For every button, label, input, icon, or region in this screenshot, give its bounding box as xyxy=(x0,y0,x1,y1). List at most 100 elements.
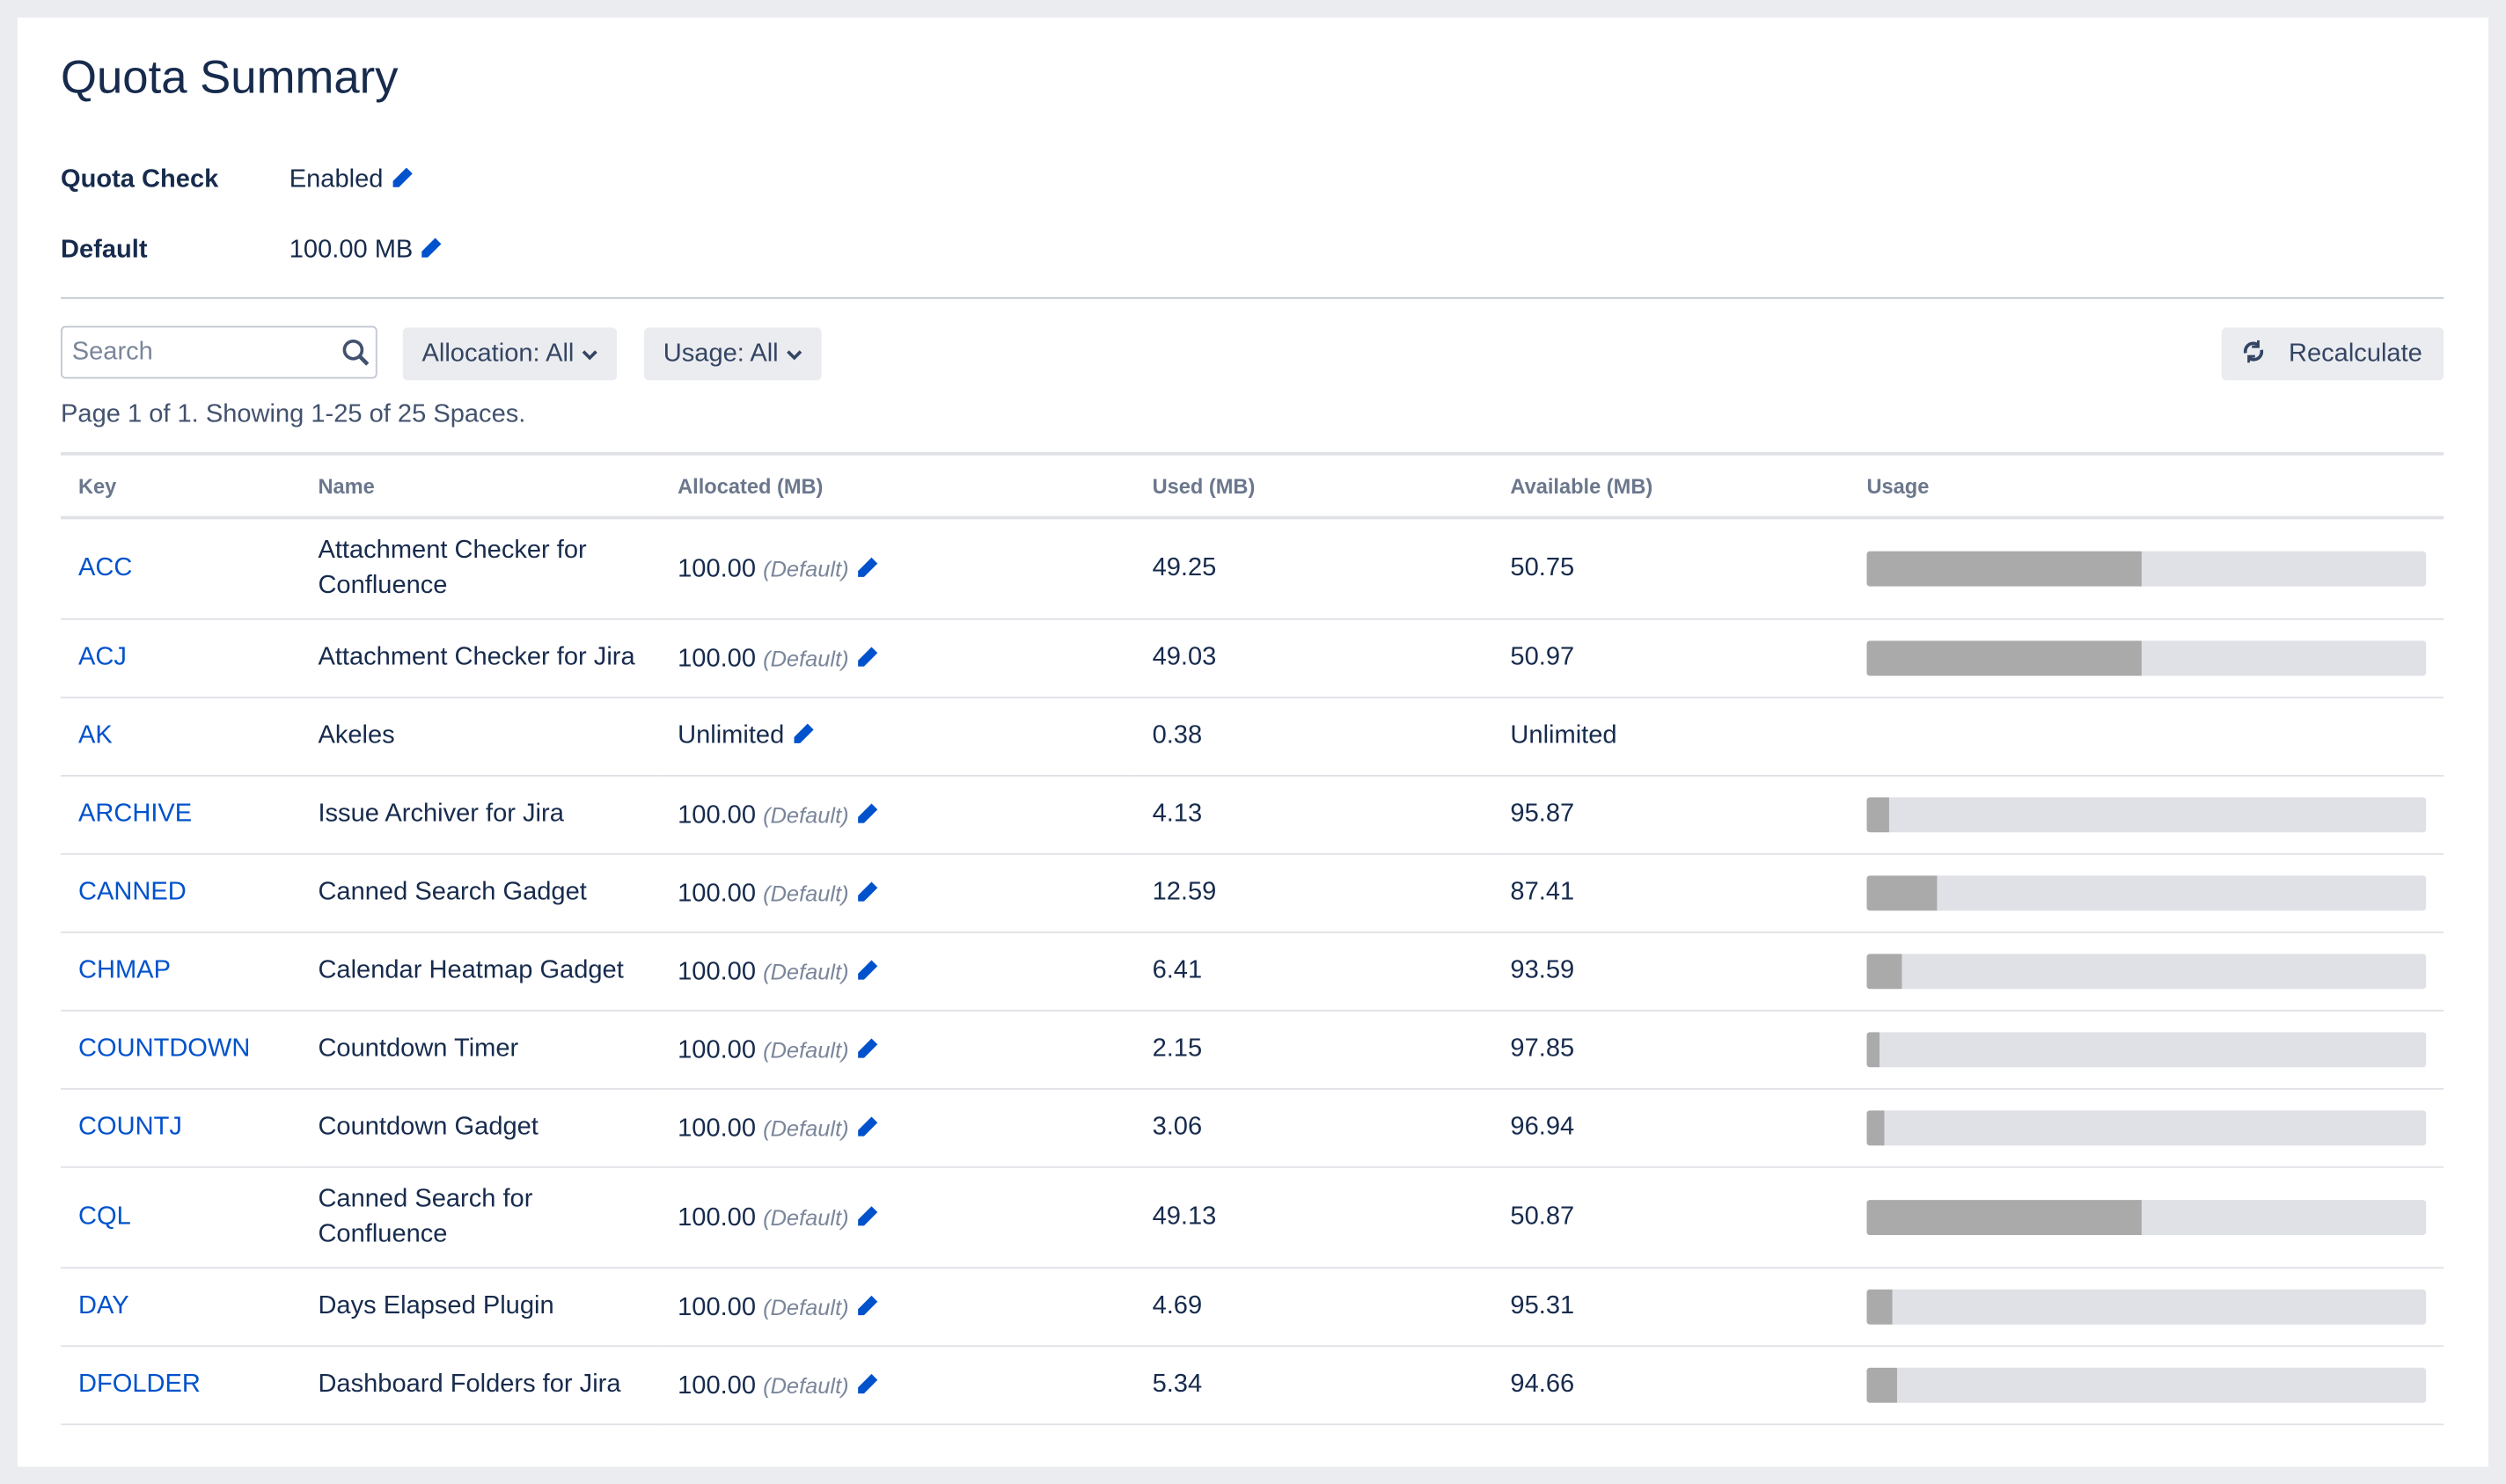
usage xyxy=(1849,775,2444,855)
usage-fill xyxy=(1866,875,1938,911)
available: 50.97 xyxy=(1492,618,1850,698)
usage xyxy=(1849,1346,2444,1426)
usage xyxy=(1849,618,2444,698)
space-name: Countdown Gadget xyxy=(300,1088,661,1168)
usage-fill xyxy=(1866,1367,1897,1403)
used: 49.25 xyxy=(1134,517,1493,620)
setting-value: 100.00 MB xyxy=(289,237,443,266)
default-note: (Default) xyxy=(763,555,849,581)
space-key[interactable]: DFOLDER xyxy=(61,1346,301,1426)
table-row: COUNTJ Countdown Gadget 100.00 (Default) 3.… xyxy=(61,1088,2444,1168)
space-key[interactable]: ACC xyxy=(61,517,301,620)
used: 4.69 xyxy=(1134,1268,1493,1348)
edit-icon[interactable] xyxy=(390,166,414,190)
available: 95.31 xyxy=(1492,1268,1850,1348)
edit-icon[interactable] xyxy=(855,645,879,669)
chevron xyxy=(581,350,597,361)
space-key[interactable]: AK xyxy=(61,697,301,777)
space-key[interactable]: ARCHIVE xyxy=(61,775,301,855)
usage-filter[interactable]: Usage: All xyxy=(643,327,821,381)
usage xyxy=(1849,697,2444,777)
usage-bar xyxy=(1866,1289,2427,1325)
edit-icon[interactable] xyxy=(855,1371,879,1395)
default-note: (Default) xyxy=(763,1035,849,1062)
edit-icon[interactable] xyxy=(855,1204,879,1228)
space-name: Canned Search for Confluence xyxy=(300,1166,661,1269)
space-name: Calendar Heatmap Gadget xyxy=(300,932,661,1012)
edit-icon[interactable] xyxy=(791,722,815,746)
used: 0.38 xyxy=(1134,697,1493,777)
search-placeholder: Search xyxy=(71,339,153,366)
table-row: ACC Attachment Checker for Confluence 100.… xyxy=(61,517,2444,620)
edit-icon[interactable] xyxy=(420,237,443,260)
usage xyxy=(1849,1268,2444,1348)
setting-text: Enabled xyxy=(289,165,384,194)
panel: Quota Summary Quota Check Enabled Defaul… xyxy=(17,17,2489,1467)
default-note: (Default) xyxy=(763,800,849,827)
filter-text: Usage: All xyxy=(663,340,779,368)
recalculate-button[interactable]: Recalculate xyxy=(2221,327,2444,381)
usage-bar xyxy=(1866,1110,2427,1146)
title: Quota Summary xyxy=(61,52,399,105)
edit-icon[interactable] xyxy=(855,958,879,982)
usage-fill xyxy=(1866,797,1890,833)
usage-fill xyxy=(1866,1110,1884,1146)
space-key[interactable]: COUNTJ xyxy=(61,1088,301,1168)
edit-icon[interactable] xyxy=(855,1115,879,1138)
usage xyxy=(1849,932,2444,1012)
allocated-value: 100.00 xyxy=(678,879,757,907)
space-key[interactable]: ACJ xyxy=(61,618,301,698)
usage-bar xyxy=(1866,954,2427,990)
used: 49.03 xyxy=(1134,618,1493,698)
column-header: Usage xyxy=(1849,452,2444,520)
allocated-value: 100.00 xyxy=(678,1293,757,1321)
allocated-value: 100.00 xyxy=(678,644,757,672)
table-row: COUNTDOWN Countdown Timer 100.00 (Default)… xyxy=(61,1010,2444,1090)
column-header: Allocated (MB) xyxy=(660,452,1135,520)
setting-text: 100.00 MB xyxy=(289,236,414,264)
allocated: 100.00 (Default) xyxy=(660,775,1135,855)
allocated-value: Unlimited xyxy=(678,721,785,749)
table-row: CHMAP Calendar Heatmap Gadget 100.00 (Defa… xyxy=(61,932,2444,1012)
allocated-value: 100.00 xyxy=(678,555,757,583)
table-row: DFOLDER Dashboard Folders for Jira 100.00 … xyxy=(61,1346,2444,1426)
usage xyxy=(1849,1088,2444,1168)
edit-icon[interactable] xyxy=(855,555,879,579)
allocated: 100.00 (Default) xyxy=(660,1166,1135,1269)
edit-icon[interactable] xyxy=(855,801,879,825)
edit-icon[interactable] xyxy=(855,1293,879,1317)
usage-bar xyxy=(1866,640,2427,676)
filter-text: Allocation: All xyxy=(421,340,575,368)
usage-fill xyxy=(1866,551,2143,587)
search-box[interactable]: Search xyxy=(61,325,377,379)
available: 93.59 xyxy=(1492,932,1850,1012)
space-key[interactable]: COUNTDOWN xyxy=(61,1010,301,1090)
available: 87.41 xyxy=(1492,853,1850,933)
table-row: ACJ Attachment Checker for Jira 100.00 (De… xyxy=(61,618,2444,698)
space-key[interactable]: DAY xyxy=(61,1268,301,1348)
used: 12.59 xyxy=(1134,853,1493,933)
allocation-filter[interactable]: Allocation: All xyxy=(402,327,617,381)
space-name: Days Elapsed Plugin xyxy=(300,1268,661,1348)
usage-fill xyxy=(1866,1032,1880,1068)
usage-fill xyxy=(1866,1289,1894,1325)
space-key[interactable]: CHMAP xyxy=(61,932,301,1012)
available: 50.75 xyxy=(1492,517,1850,620)
edit-icon[interactable] xyxy=(855,880,879,903)
quota-table: Key Name Allocated (MB) Used (MB) Available … xyxy=(61,452,2444,1426)
edit-icon[interactable] xyxy=(855,1036,879,1060)
chevron xyxy=(786,350,802,361)
table-row: ARCHIVE Issue Archiver for Jira 100.00 (De… xyxy=(61,775,2444,855)
default-note: (Default) xyxy=(763,644,849,670)
usage xyxy=(1849,1166,2444,1269)
available: 50.87 xyxy=(1492,1166,1850,1269)
column-header: Used (MB) xyxy=(1134,452,1493,520)
space-name: Attachment Checker for Confluence xyxy=(300,517,661,620)
usage xyxy=(1849,853,2444,933)
allocated-value: 100.00 xyxy=(678,1035,757,1064)
default-note: (Default) xyxy=(763,879,849,905)
space-key[interactable]: CQL xyxy=(61,1166,301,1269)
space-name: Dashboard Folders for Jira xyxy=(300,1346,661,1426)
space-key[interactable]: CANNED xyxy=(61,853,301,933)
